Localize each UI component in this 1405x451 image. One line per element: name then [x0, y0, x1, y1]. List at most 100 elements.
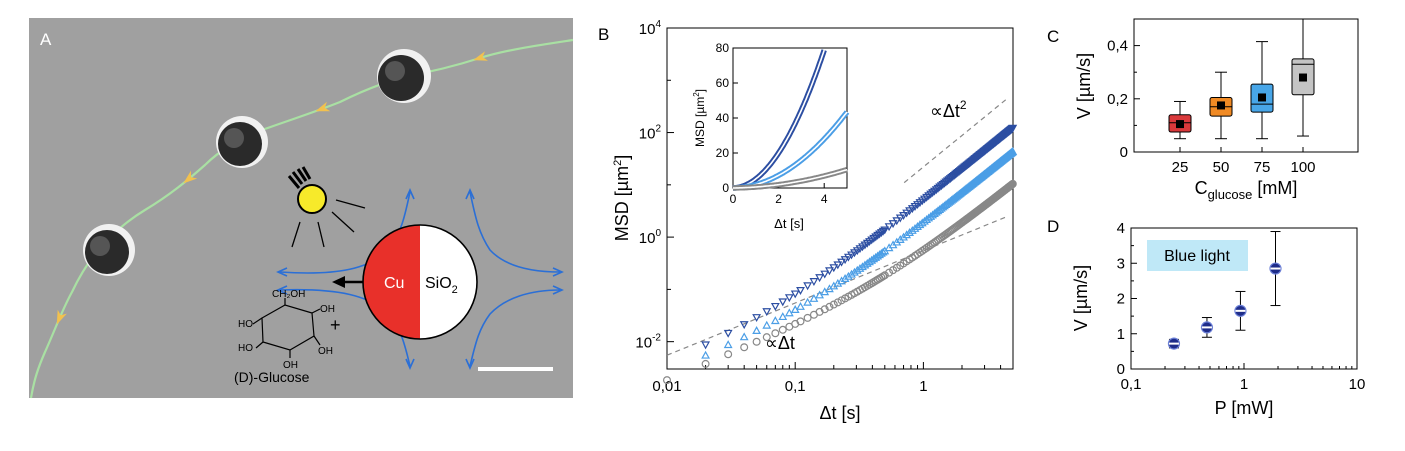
panel-c: C 0 0,2 0,4 25 50 75 100 V [µm/s] Cglucose [mM… [1047, 18, 1359, 202]
inset-ytick-label: 80 [716, 41, 730, 55]
b-point [662, 376, 671, 385]
flow-arrowhead-8 [552, 285, 564, 295]
scale-bar [478, 367, 553, 371]
b-point [723, 340, 733, 349]
flow-arrowhead-1 [405, 188, 415, 200]
b-point [771, 329, 780, 338]
b-point [762, 308, 772, 317]
b-point [701, 341, 711, 350]
particle-trajectory [29, 38, 574, 399]
c-xtick-label: 100 [1290, 159, 1315, 176]
b-point [837, 258, 846, 267]
flow-arrowhead-6 [552, 267, 564, 277]
ho-label-2: HO [238, 343, 253, 354]
b-point [885, 268, 894, 277]
b-point [930, 187, 939, 196]
c-ytick-label: 0 [1120, 144, 1128, 161]
b-point [876, 229, 886, 238]
flow-arrowhead-3 [405, 358, 415, 370]
b-point [825, 267, 834, 276]
trajectory-arrow-4 [56, 309, 67, 325]
c-xtick-label: 25 [1172, 159, 1189, 176]
inset-ytick-label: 20 [716, 146, 730, 160]
b-ytick-label: 102 [639, 124, 662, 143]
b-point [739, 332, 749, 341]
b-point [778, 312, 788, 321]
inset-ytick-label: 0 [722, 181, 729, 195]
plot-d-xlabel: P [mW] [1215, 398, 1274, 418]
c-xtick-label: 50 [1213, 159, 1230, 176]
b-point [820, 305, 829, 314]
panel-d: D 0,1 1 10 0 1 2 3 4 Blue light V [µm/s] P [mW] [1047, 217, 1365, 418]
b-point [740, 343, 749, 352]
b-point [910, 223, 920, 232]
b-xtick-label: 0,01 [652, 378, 681, 395]
panel-label-d: D [1047, 217, 1059, 236]
b-xtick-label: 1 [919, 378, 927, 395]
b-point [778, 325, 787, 334]
b-point [880, 226, 890, 235]
janus-particle-1 [83, 224, 135, 276]
trajectory-arrow-2 [315, 101, 331, 112]
b-point [843, 253, 853, 262]
janus-schematic: Cu SiO2 [362, 224, 478, 340]
b-ytick-label: 104 [639, 19, 662, 38]
glucose-structure [252, 298, 321, 358]
c-ytick-label: 0,4 [1107, 38, 1128, 55]
b-point [723, 329, 733, 338]
c-mean [1299, 73, 1307, 82]
b-point [796, 287, 805, 295]
d-point-highlight [1201, 326, 1212, 329]
flow-arrowhead-2 [465, 188, 475, 200]
b-ytick-label: 10-2 [635, 333, 661, 352]
silica-half [420, 225, 477, 339]
b-point [941, 178, 951, 187]
annotation-dt: ∝Δt [765, 333, 795, 353]
oh-label-3: OH [318, 346, 333, 357]
flow-arrowhead-5 [276, 267, 288, 277]
plot-b-series [662, 124, 1018, 385]
b-point [803, 282, 813, 291]
b-point [803, 313, 812, 322]
inset-curve-core [733, 168, 848, 189]
plot-c-xlabel: Cglucose [mM] [1195, 178, 1298, 202]
b-point [892, 217, 902, 226]
plot-b-frame [666, 27, 1014, 370]
b-point [752, 337, 761, 346]
b-point [899, 232, 908, 241]
b-point [899, 212, 908, 220]
b-point [847, 269, 856, 278]
d-ytick-label: 2 [1117, 291, 1125, 308]
inset-frame [732, 47, 848, 189]
trajectory-arrow-3 [183, 170, 198, 184]
b-point [778, 298, 788, 307]
flow-arrowheads [276, 188, 564, 370]
d-xtick-label: 1 [1240, 376, 1248, 393]
b-point [847, 251, 856, 260]
b-point [875, 230, 884, 239]
inset-ytick-label: 40 [716, 111, 730, 125]
b-point [739, 321, 749, 330]
b-point [784, 294, 794, 303]
inset-xlabel: Δt [s] [774, 216, 804, 231]
sio2-label: SiO2 [425, 275, 458, 296]
b-point [935, 183, 945, 192]
inset-xtick-label: 4 [821, 192, 828, 206]
inset-xtick-label: 2 [775, 192, 782, 206]
oh-label-2: OH [283, 360, 298, 371]
panel-label-b: B [598, 25, 609, 44]
b-point [878, 247, 888, 256]
b-point [933, 184, 943, 193]
cu-label: Cu [384, 275, 404, 292]
b-point [938, 180, 948, 189]
b-point [724, 350, 733, 359]
b-point [928, 189, 938, 198]
inset-curves [732, 49, 850, 191]
plot-c-boxes [1168, 18, 1315, 140]
plot-d-ylabel: V [µm/s] [1071, 265, 1091, 331]
b-point [840, 256, 850, 265]
c-mean [1217, 101, 1225, 110]
b-point [843, 271, 853, 280]
b-point [879, 272, 888, 281]
